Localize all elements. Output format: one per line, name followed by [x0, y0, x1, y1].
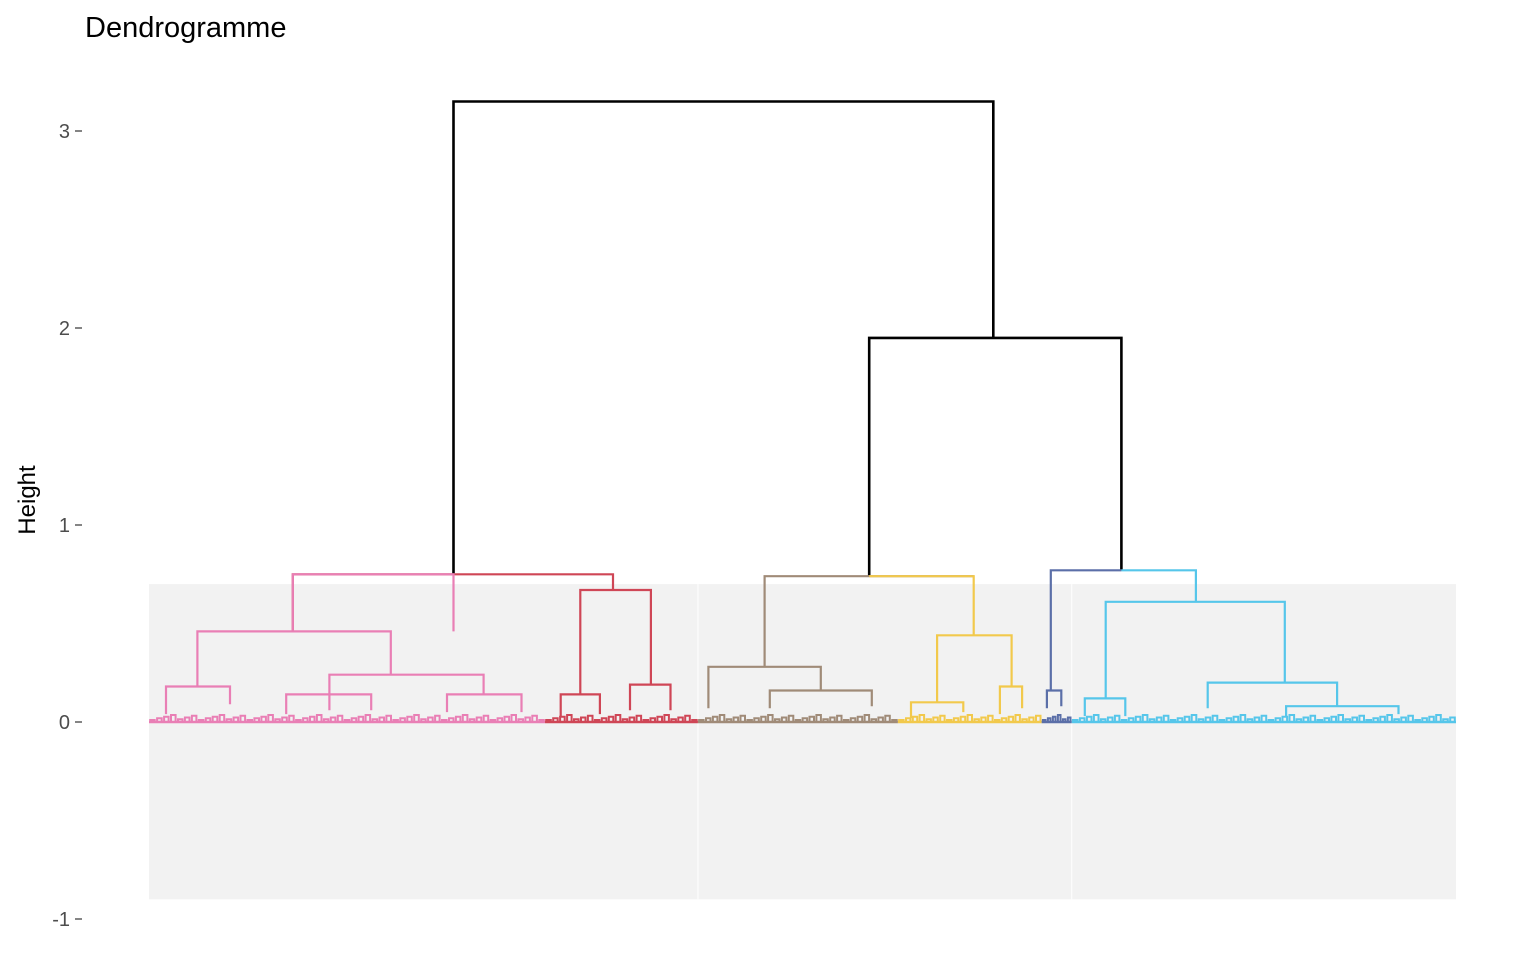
leaf-comb-cyan	[1071, 714, 1456, 722]
dendrogram-merge-23	[1104, 600, 1286, 699]
chart-title: Dendrogramme	[85, 12, 287, 44]
cluster-rect-2	[697, 584, 1072, 900]
dendrogram-merge-16	[869, 575, 975, 636]
leaf-comb-brown	[698, 714, 898, 722]
dendrogram-merge-26	[1285, 705, 1400, 717]
dendrogram-merge-12	[628, 683, 672, 711]
dendrogram-merge-4	[291, 573, 455, 632]
dendrogram-merge-17	[936, 634, 1013, 703]
dendrogram-merge-15	[768, 689, 873, 709]
leaf-comb-yellow	[898, 714, 1042, 722]
dendrogram-merge-18	[909, 701, 965, 719]
dendrogram-merge-24	[1083, 697, 1127, 717]
y-tick-label: 1	[59, 515, 70, 537]
dendrogram-merge-25	[1206, 681, 1339, 709]
y-tick-label: 3	[59, 121, 70, 143]
dendrogram-merge-5	[196, 630, 392, 687]
dendrogram-merge-20	[1049, 569, 1122, 691]
cluster-rect-1	[149, 584, 698, 900]
dendrogram-merge-21	[1045, 689, 1063, 709]
dendrogram-merge-22	[1121, 569, 1197, 602]
leaf-comb-red	[545, 714, 698, 722]
dendrogram-merge-8	[285, 693, 373, 715]
leaf-comb-pink	[149, 714, 545, 722]
dendrogram-merge-7	[328, 673, 485, 711]
y-tick-label: 0	[59, 712, 70, 734]
leaf-comb-navy	[1041, 714, 1072, 722]
y-tick-label: 2	[59, 318, 70, 340]
dendrogram-merge-1	[452, 100, 995, 575]
dendrogram-merge-6	[164, 685, 232, 715]
y-tick-label: -1	[52, 909, 70, 931]
dendrogram-merge-10	[579, 588, 652, 695]
dendrogram-merge-14	[707, 665, 822, 709]
dendrogram-merge-19	[998, 685, 1024, 715]
dendrogram-merge-9	[445, 693, 523, 713]
dendrogram-merge-11	[559, 693, 601, 717]
dendrogram-merge-2	[867, 336, 1123, 577]
cluster-rect-3	[1071, 584, 1456, 900]
